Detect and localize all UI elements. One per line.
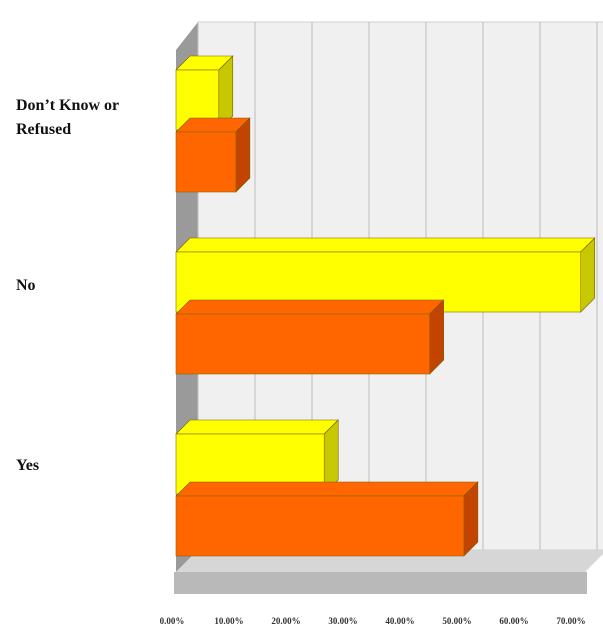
category-labels: Don’t Know or Refused No Yes — [16, 97, 119, 474]
category-label: Yes — [16, 457, 39, 474]
bar-front-face — [175, 131, 237, 193]
x-tick-labels: 0.00% 10.00% 20.00% 30.00% 40.00% 50.00% 60.00… — [160, 616, 586, 626]
bar-top-face — [175, 299, 445, 315]
category-label: Don’t Know or Refused — [16, 97, 119, 138]
bar-top-face — [175, 237, 596, 253]
bars-group — [175, 55, 596, 557]
bar — [175, 117, 251, 193]
x-tick-label: 20.00% — [271, 616, 300, 626]
floor-front — [174, 572, 587, 594]
bar-front-face — [175, 313, 430, 375]
x-tick-label: 30.00% — [328, 616, 357, 626]
x-tick-label: 10.00% — [214, 616, 243, 626]
x-tick-label: 40.00% — [385, 616, 414, 626]
bar-top-face — [175, 419, 339, 435]
category-label: No — [16, 277, 36, 294]
chart-floor — [174, 550, 603, 594]
bar — [175, 299, 445, 375]
bar-front-face — [175, 495, 465, 557]
x-tick-label: 70.00% — [556, 616, 585, 626]
x-tick-label: 50.00% — [442, 616, 471, 626]
x-tick-label: 0.00% — [160, 616, 185, 626]
bar-top-face — [175, 481, 479, 497]
bar — [175, 481, 479, 557]
x-tick-label: 60.00% — [499, 616, 528, 626]
